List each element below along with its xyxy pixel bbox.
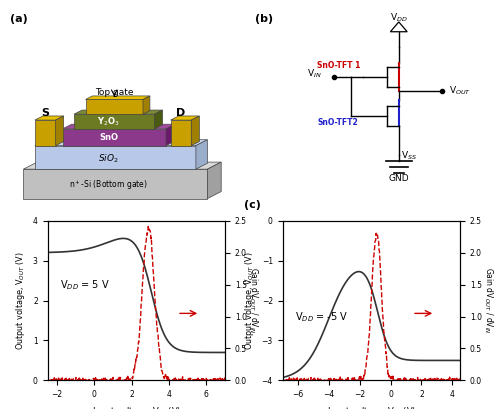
Text: V$_{DD}$: V$_{DD}$ <box>390 12 407 24</box>
Polygon shape <box>74 110 162 114</box>
Text: D: D <box>176 108 186 118</box>
Polygon shape <box>56 116 64 146</box>
Text: n$^+$-Si (Bottom gate): n$^+$-Si (Bottom gate) <box>69 178 148 192</box>
Polygon shape <box>24 169 208 199</box>
Polygon shape <box>86 96 150 99</box>
Polygon shape <box>24 162 221 169</box>
Text: SnO-TFT 1: SnO-TFT 1 <box>317 61 360 70</box>
Polygon shape <box>35 116 64 120</box>
Polygon shape <box>192 116 200 146</box>
Text: V$_{OUT}$: V$_{OUT}$ <box>449 84 471 97</box>
Y-axis label: Gain dV$_{OUT}$ / dV$_{IN}$: Gain dV$_{OUT}$ / dV$_{IN}$ <box>482 267 494 334</box>
Text: GND: GND <box>388 175 409 184</box>
Polygon shape <box>166 124 175 146</box>
Y-axis label: Output voltage, V$_{OUT}$ (V): Output voltage, V$_{OUT}$ (V) <box>243 251 256 350</box>
Polygon shape <box>35 120 56 146</box>
Polygon shape <box>35 146 196 169</box>
Polygon shape <box>196 140 207 169</box>
Text: SnO: SnO <box>99 133 118 142</box>
Text: S: S <box>42 108 50 118</box>
Y-axis label: Output voltage, V$_{OUT}$ (V): Output voltage, V$_{OUT}$ (V) <box>14 251 28 350</box>
Text: V$_{DD}$ = -5 V: V$_{DD}$ = -5 V <box>295 310 348 324</box>
Polygon shape <box>143 96 150 114</box>
Polygon shape <box>170 120 192 146</box>
Text: (a): (a) <box>10 14 28 24</box>
Polygon shape <box>208 162 221 199</box>
X-axis label: Input voltage, V$_{IN}$ (V): Input voltage, V$_{IN}$ (V) <box>92 405 181 409</box>
Polygon shape <box>86 99 143 114</box>
Polygon shape <box>170 116 200 120</box>
Polygon shape <box>62 124 175 129</box>
Text: V$_{DD}$ = 5 V: V$_{DD}$ = 5 V <box>60 278 110 292</box>
Text: Top gate: Top gate <box>95 88 134 97</box>
Text: V$_{SS}$: V$_{SS}$ <box>401 149 417 162</box>
Text: SiO$_2$: SiO$_2$ <box>98 152 119 164</box>
Text: V$_{IN}$: V$_{IN}$ <box>308 68 322 80</box>
Text: Y$_2$O$_3$: Y$_2$O$_3$ <box>97 115 120 128</box>
Polygon shape <box>154 110 162 129</box>
Polygon shape <box>74 114 154 129</box>
Polygon shape <box>35 140 208 146</box>
Text: SnO-TFT2: SnO-TFT2 <box>317 117 358 126</box>
Y-axis label: Gain dV$_{OUT}$ / dV$_{IN}$: Gain dV$_{OUT}$ / dV$_{IN}$ <box>247 267 260 334</box>
Polygon shape <box>62 129 166 146</box>
Text: (b): (b) <box>255 14 273 24</box>
X-axis label: Input voltage, V$_{IN}$ (V): Input voltage, V$_{IN}$ (V) <box>326 405 416 409</box>
Text: (c): (c) <box>244 200 261 209</box>
